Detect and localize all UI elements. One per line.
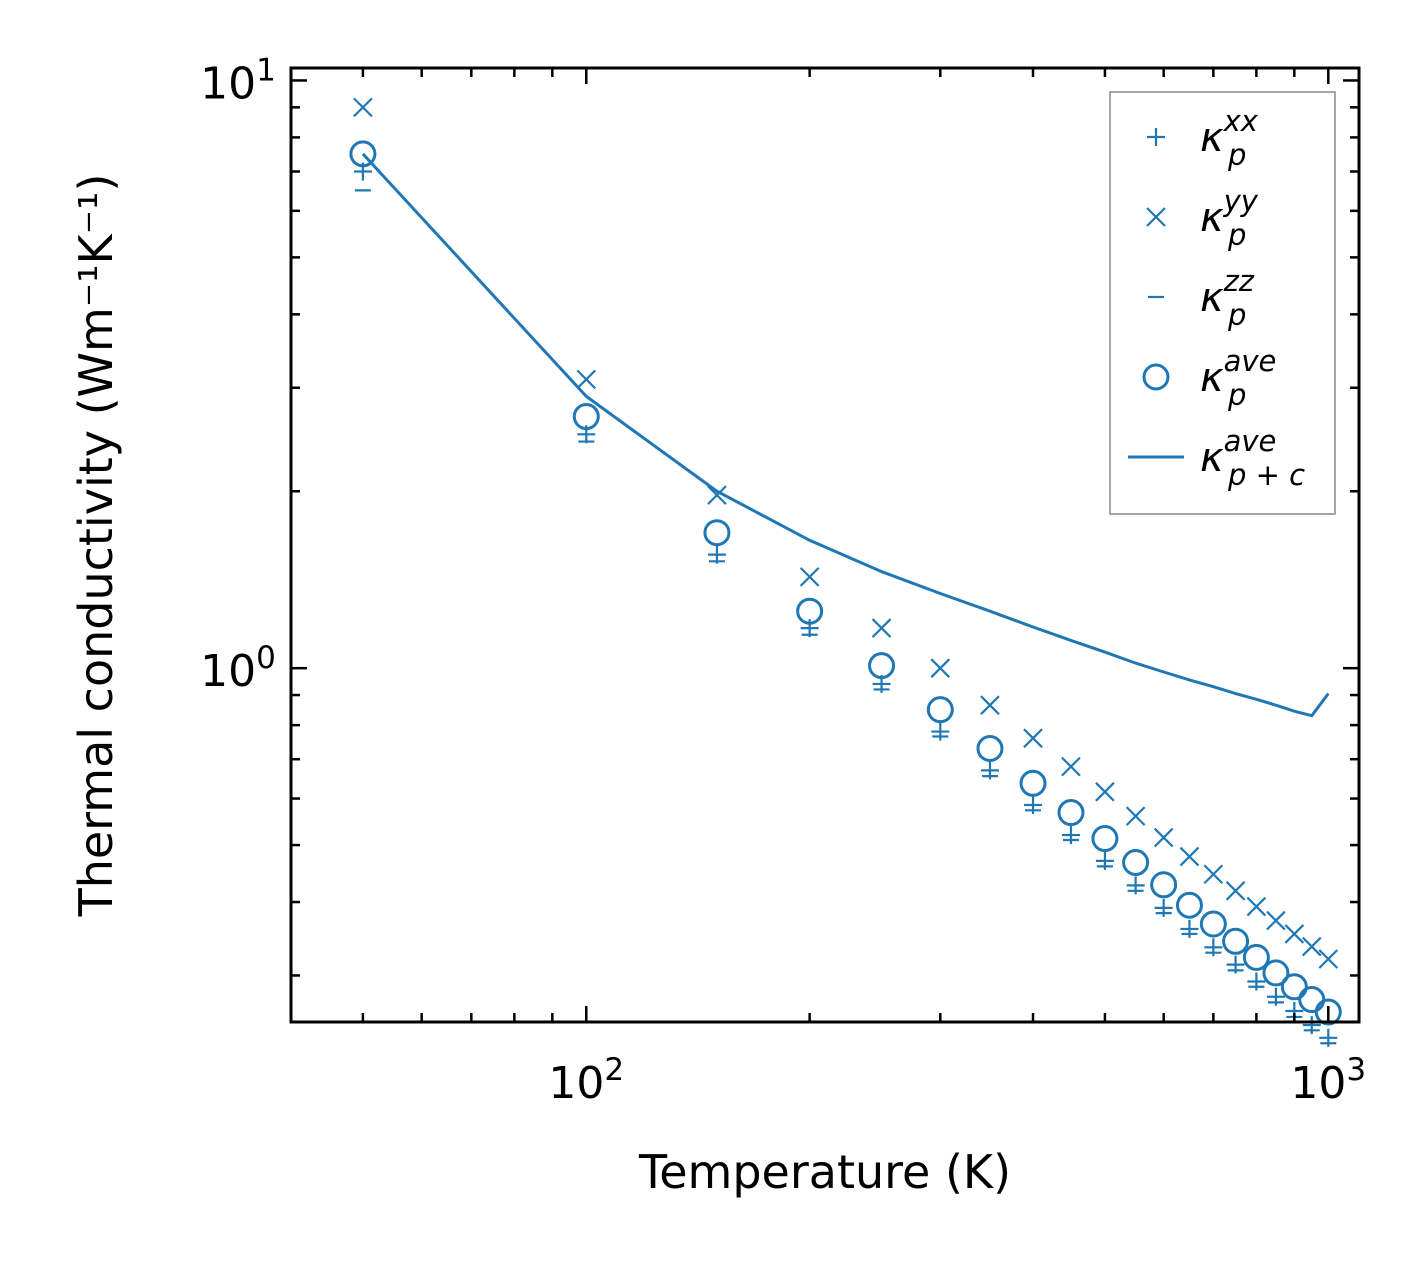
data-point-kappa_p_yy — [1246, 896, 1267, 917]
tick-labels: 102 103 100 101 — [200, 52, 1366, 1109]
axes-frame — [289, 66, 1361, 1024]
data-point-kappa_p_ave — [1314, 998, 1342, 1026]
series-line-kappa_p_plus_c_ave — [361, 152, 1330, 718]
data-point-kappa_p_ave — [572, 403, 600, 431]
data-point-kappa_p_yy — [353, 97, 373, 118]
data-point-kappa_p_yy — [1225, 881, 1246, 901]
data-point-kappa_p_ave — [1091, 825, 1119, 853]
data-point-kappa_p_yy — [1153, 827, 1174, 848]
legend-label-kappa_p_plus_c_ave: κave p + c — [1200, 424, 1305, 492]
data-point-kappa_p_ave — [1019, 769, 1047, 797]
data-point-kappa_p_yy — [707, 485, 727, 505]
data-point-kappa_p_yy — [1301, 936, 1322, 957]
data-point-kappa_p_yy — [1203, 864, 1224, 885]
data-point-kappa_p_yy — [1125, 806, 1146, 826]
data-point-kappa_p_ave — [1150, 871, 1178, 899]
data-point-kappa_p_ave — [703, 519, 731, 547]
data-point-kappa_p_ave — [868, 652, 896, 680]
legend-handle-kappa_p_ave — [1142, 363, 1170, 391]
data-point-kappa_p_yy — [1284, 924, 1305, 944]
data-point-kappa_p_ave — [976, 734, 1004, 762]
data-point-kappa_p_ave — [926, 696, 954, 724]
data-point-kappa_p_yy — [1318, 949, 1339, 969]
data-point-kappa_p_ave — [1262, 959, 1290, 987]
data-point-kappa_p_ave — [1280, 973, 1308, 1001]
data-point-kappa_p_yy — [1095, 782, 1115, 802]
data-point-kappa_p_ave — [349, 140, 377, 168]
data-point-kappa_p_ave — [796, 597, 824, 625]
data-point-kappa_p_ave — [1122, 849, 1150, 877]
legend-box — [1109, 91, 1336, 515]
legend-handle-kappa_p_yy — [1146, 207, 1166, 227]
legend: κxx p κyy p κzz p κave p κave p + c — [1109, 91, 1336, 515]
data-point-kappa_p_yy — [1061, 756, 1081, 777]
data-point-kappa_p_yy — [576, 369, 597, 390]
legend-handle-kappa_p_xx — [1147, 128, 1165, 146]
y-axis-title: Thermal conductivity (Wm⁻¹K⁻¹) — [69, 174, 123, 918]
data-point-kappa_p_yy — [930, 658, 951, 678]
legend-label-kappa_p_ave: κave p — [1200, 344, 1276, 412]
data-point-kappa_p_ave — [1222, 927, 1250, 955]
data-point-kappa_p_ave — [1199, 910, 1227, 938]
legend-label-kappa_p_zz: κzz p — [1200, 264, 1255, 332]
data-point-kappa_p_yy — [1179, 846, 1200, 867]
y-tick-label: 101 — [200, 52, 276, 109]
data-point-kappa_p_yy — [1023, 728, 1043, 748]
data-point-kappa_p_yy — [1266, 910, 1286, 931]
data-point-kappa_p_ave — [1057, 799, 1085, 827]
legend-label-kappa_p_xx: κxx p — [1200, 104, 1259, 172]
legend-label-kappa_p_yy: κyy p — [1200, 184, 1259, 252]
x-tick-label: 103 — [1290, 1052, 1366, 1109]
x-tick-label: 102 — [548, 1052, 624, 1109]
data-point-kappa_p_ave — [1242, 943, 1270, 971]
data-point-kappa_p_yy — [980, 695, 1000, 715]
x-axis-title: Temperature (K) — [638, 1145, 1011, 1199]
plot-area — [349, 97, 1342, 1047]
data-point-kappa_p_yy — [871, 618, 892, 638]
data-point-kappa_p_ave — [1175, 891, 1203, 919]
y-tick-label: 100 — [200, 640, 276, 697]
data-point-kappa_p_yy — [799, 567, 820, 587]
